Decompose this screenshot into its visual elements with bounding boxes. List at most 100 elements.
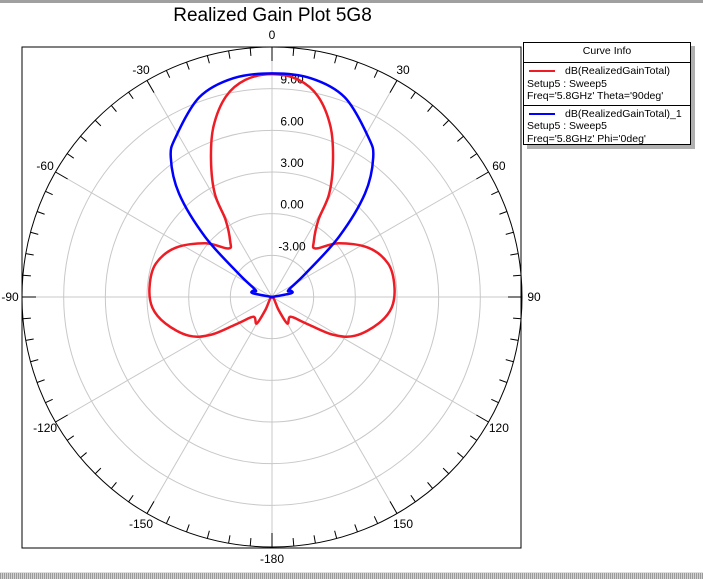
angle-tick (410, 494, 416, 503)
angle-tick (110, 105, 117, 112)
angle-tick (206, 530, 210, 539)
angle-tick (389, 501, 398, 514)
angle-tick (313, 50, 316, 59)
grid-spoke (146, 296, 273, 514)
legend-title: Curve Info (524, 43, 690, 63)
angle-tick (469, 153, 478, 159)
grid-spoke (271, 296, 489, 423)
angle-tick (510, 338, 519, 341)
angle-tick-label: -90 (1, 290, 19, 304)
grid-spoke (146, 80, 273, 298)
angle-tick (292, 47, 295, 56)
legend-freq: Freq='5.8GHz' Theta='90deg' (527, 90, 664, 102)
angle-tick (427, 482, 434, 489)
angle-tick-label: -150 (129, 517, 153, 531)
angle-tick-label: 90 (527, 290, 541, 304)
angle-tick (165, 516, 171, 524)
angle-tick (36, 211, 45, 215)
angle-tick (505, 231, 514, 235)
angle-tick (513, 317, 522, 320)
angle-tick (45, 398, 53, 404)
angle-tick (36, 379, 45, 383)
legend-setup: Setup5 : Sweep5 (527, 77, 607, 90)
angle-tick (206, 55, 210, 64)
angle-tick (25, 253, 34, 256)
angle-tick (513, 274, 522, 277)
legend-swatch (529, 112, 555, 115)
angle-tick (442, 467, 450, 475)
angle-tick-label: 30 (396, 63, 410, 77)
series-curve-2 (169, 72, 375, 299)
angle-tick (373, 516, 379, 524)
angle-tick (55, 171, 68, 180)
angle-tick (499, 211, 508, 215)
angle-tick (22, 274, 31, 277)
angle-tick (80, 452, 87, 459)
angle-tick (66, 153, 75, 159)
legend-setup: Setup5 : Sweep5 (527, 120, 607, 132)
angle-tick (249, 47, 252, 56)
angle-tick-label: 150 (393, 517, 413, 531)
grid-spoke (55, 171, 273, 298)
angle-tick (354, 61, 358, 70)
angle-tick-label: -60 (36, 159, 54, 173)
radial-tick-label: 3.00 (280, 156, 304, 170)
legend[interactable]: Curve Info dB(RealizedGainTotal) Setup5 … (523, 42, 691, 145)
angle-tick (389, 80, 398, 93)
angle-tick (128, 91, 134, 100)
angle-tick (128, 494, 134, 503)
angle-tick-label: 120 (489, 421, 509, 435)
angle-tick (457, 452, 464, 459)
angle-tick-label: -180 (260, 552, 284, 566)
angle-tick (249, 538, 252, 547)
window-bottom-border (0, 572, 703, 579)
angle-tick (491, 190, 499, 196)
angle-tick (94, 119, 102, 127)
angle-tick (292, 538, 295, 547)
angle-tick (510, 253, 519, 256)
angle-tick (442, 119, 450, 127)
angle-tick (499, 379, 508, 383)
grid-spoke (271, 171, 489, 298)
angle-tick (30, 231, 39, 235)
window-top-border (0, 0, 703, 3)
legend-entry-blue[interactable]: dB(RealizedGainTotal)_1 Setup5 : Sweep5 … (524, 104, 690, 148)
angle-tick (427, 105, 434, 112)
angle-tick (457, 135, 464, 142)
angle-tick (186, 61, 190, 70)
angle-tick (165, 70, 171, 78)
grid-spoke (271, 296, 398, 514)
angle-tick (45, 190, 53, 196)
angle-tick (30, 359, 39, 363)
radial-tick-label: 0.00 (280, 198, 304, 212)
grid-spoke (271, 80, 398, 298)
angle-tick (25, 338, 34, 341)
angle-tick (228, 535, 231, 544)
angle-tick (80, 135, 87, 142)
angle-tick (491, 398, 499, 404)
angle-tick (476, 414, 489, 423)
angle-tick (334, 530, 338, 539)
angle-tick (505, 359, 514, 363)
angle-tick (146, 501, 155, 514)
angle-tick (354, 524, 358, 533)
radial-tick-label: -3.00 (278, 239, 306, 253)
angle-tick (22, 317, 31, 320)
legend-entry-red[interactable]: dB(RealizedGainTotal) Setup5 : Sweep5 Fr… (524, 63, 690, 105)
legend-freq: Freq='5.8GHz' Phi='0deg' (527, 132, 646, 145)
chart-title: Realized Gain Plot 5G8 (173, 5, 372, 26)
angle-tick (94, 467, 102, 475)
angle-tick (110, 482, 117, 489)
legend-series-name: dB(RealizedGainTotal)_1 (565, 107, 682, 120)
angle-tick-label: 60 (492, 159, 506, 173)
angle-tick (334, 55, 338, 64)
angle-tick (55, 414, 68, 423)
legend-series-name: dB(RealizedGainTotal) (565, 65, 671, 77)
angle-tick-label: -120 (33, 421, 57, 435)
angle-tick (186, 524, 190, 533)
legend-swatch (529, 70, 555, 73)
grid-spoke (55, 296, 273, 423)
radial-tick-label: 6.00 (280, 114, 304, 128)
angle-tick (313, 535, 316, 544)
